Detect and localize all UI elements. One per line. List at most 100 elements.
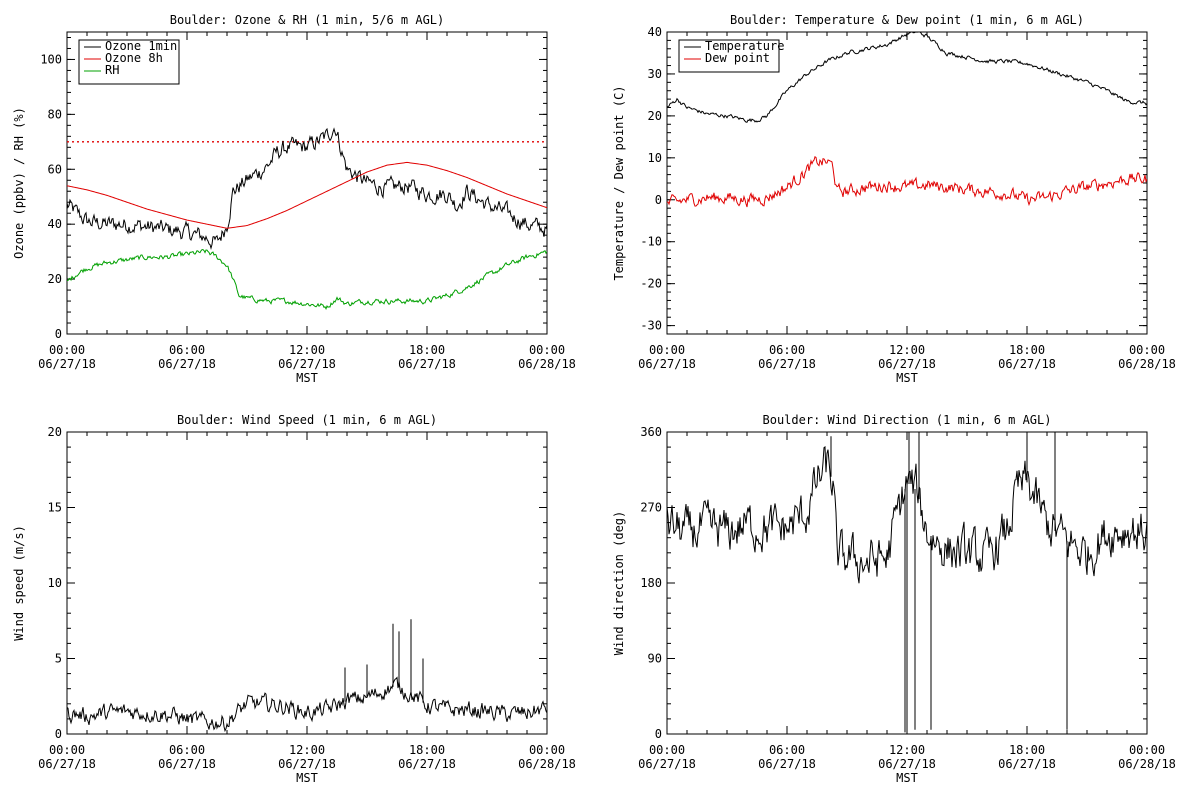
plot-area <box>667 432 1147 734</box>
y-axis-label: Temperature / Dew point (C) <box>612 85 626 280</box>
y-tick-label: 10 <box>48 576 62 590</box>
x-tick-label: 18:00 <box>1009 343 1045 357</box>
x-tick-date-label: 06/27/18 <box>998 357 1056 371</box>
chart-title: Boulder: Temperature & Dew point (1 min,… <box>730 13 1084 27</box>
y-tick-label: 0 <box>55 727 62 741</box>
x-tick-date-label: 06/27/18 <box>398 357 456 371</box>
legend-box <box>678 39 780 73</box>
legend-label: RH <box>105 63 119 77</box>
x-axis: 00:0006/27/1806:0006/27/1812:0006/27/181… <box>638 32 1176 385</box>
x-tick-date-label: 06/27/18 <box>38 357 96 371</box>
legend-label: Ozone 8h <box>105 51 163 65</box>
x-tick-date-label: 06/27/18 <box>158 357 216 371</box>
x-tick-date-label: 06/28/18 <box>1118 357 1176 371</box>
x-tick-date-label: 06/27/18 <box>758 757 816 771</box>
series-line-wind_speed <box>67 676 547 733</box>
x-tick-label: 18:00 <box>409 743 445 757</box>
series-line-temperature <box>667 32 1147 123</box>
chart-title: Boulder: Ozone & RH (1 min, 5/6 m AGL) <box>170 13 445 27</box>
x-tick-label: 00:00 <box>49 743 85 757</box>
x-tick-date-label: 06/27/18 <box>758 357 816 371</box>
x-tick-date-label: 06/27/18 <box>38 757 96 771</box>
x-tick-label: 18:00 <box>1009 743 1045 757</box>
x-tick-label: 00:00 <box>529 343 565 357</box>
x-axis: 00:0006/27/1806:0006/27/1812:0006/27/181… <box>638 432 1176 785</box>
y-tick-label: 180 <box>640 576 662 590</box>
x-tick-date-label: 06/28/18 <box>518 357 576 371</box>
plot-frame <box>66 431 548 735</box>
x-axis: 00:0006/27/1806:0006/27/1812:0006/27/181… <box>38 432 576 785</box>
y-tick-label: 100 <box>40 52 62 66</box>
y-tick-label: 30 <box>648 67 662 81</box>
y-tick-label: 10 <box>648 151 662 165</box>
y-tick-label: 0 <box>655 727 662 741</box>
x-axis-label: MST <box>896 771 918 785</box>
x-tick-label: 06:00 <box>769 743 805 757</box>
x-tick-date-label: 06/27/18 <box>878 757 936 771</box>
x-tick-label: 06:00 <box>769 343 805 357</box>
x-tick-label: 06:00 <box>169 743 205 757</box>
legend-label: Ozone 1min <box>105 39 177 53</box>
chart-panel-temp_dew: Boulder: Temperature & Dew point (1 min,… <box>612 13 1176 385</box>
x-tick-label: 06:00 <box>169 343 205 357</box>
series-line-ozone-1min <box>67 127 547 250</box>
x-tick-label: 12:00 <box>289 343 325 357</box>
x-tick-label: 12:00 <box>289 743 325 757</box>
x-tick-label: 12:00 <box>889 743 925 757</box>
x-tick-date-label: 06/27/18 <box>638 757 696 771</box>
x-tick-label: 00:00 <box>529 743 565 757</box>
y-tick-label: 20 <box>48 272 62 286</box>
legend-label: Temperature <box>705 39 784 53</box>
chart-title: Boulder: Wind Speed (1 min, 6 m AGL) <box>177 413 437 427</box>
x-tick-label: 00:00 <box>1129 343 1165 357</box>
y-tick-label: 270 <box>640 501 662 515</box>
chart-title: Boulder: Wind Direction (1 min, 6 m AGL) <box>763 413 1052 427</box>
chart-panel-ozone_rh: Boulder: Ozone & RH (1 min, 5/6 m AGL) 0 2… <box>12 13 576 385</box>
x-tick-label: 00:00 <box>649 343 685 357</box>
y-tick-label: 20 <box>48 425 62 439</box>
x-tick-label: 12:00 <box>889 343 925 357</box>
y-tick-label: 60 <box>48 162 62 176</box>
y-tick-label: 90 <box>648 652 662 666</box>
y-axis-label: Ozone (ppbv) / RH (%) <box>12 107 26 259</box>
x-tick-date-label: 06/27/18 <box>158 757 216 771</box>
x-tick-date-label: 06/27/18 <box>278 757 336 771</box>
plot-area <box>667 32 1147 208</box>
y-tick-label: 80 <box>48 107 62 121</box>
chart-panel-wind_speed: Boulder: Wind Speed (1 min, 6 m AGL) 0 5 10… <box>12 413 576 785</box>
x-tick-date-label: 06/27/18 <box>398 757 456 771</box>
y-tick-label: 360 <box>640 425 662 439</box>
y-tick-label: -10 <box>640 235 662 249</box>
plot-area <box>67 127 547 311</box>
x-axis-label: MST <box>296 371 318 385</box>
series-line-dew-point <box>667 155 1147 208</box>
series-line-rh <box>67 249 547 311</box>
x-tick-date-label: 06/27/18 <box>878 357 936 371</box>
x-axis-label: MST <box>896 371 918 385</box>
x-tick-date-label: 06/28/18 <box>518 757 576 771</box>
x-tick-date-label: 06/28/18 <box>1118 757 1176 771</box>
y-tick-label: -30 <box>640 319 662 333</box>
y-axis: 0 5 10 15 20 Wind speed (m/s) <box>12 425 547 741</box>
chart-panel-wind_dir: Boulder: Wind Direction (1 min, 6 m AGL)… <box>612 413 1176 785</box>
x-axis-label: MST <box>296 771 318 785</box>
y-tick-label: -20 <box>640 277 662 291</box>
x-axis: 00:0006/27/1806:0006/27/1812:0006/27/181… <box>38 32 576 385</box>
y-tick-label: 5 <box>55 652 62 666</box>
series-line-ozone-8h <box>67 161 547 229</box>
y-tick-label: 0 <box>655 193 662 207</box>
x-tick-date-label: 06/27/18 <box>278 357 336 371</box>
y-axis-label: Wind speed (m/s) <box>12 525 26 641</box>
y-axis: 0 90 180 270 360 Wind direction (deg) <box>612 425 1147 741</box>
x-tick-date-label: 06/27/18 <box>998 757 1056 771</box>
x-tick-label: 00:00 <box>649 743 685 757</box>
y-tick-label: 40 <box>48 217 62 231</box>
y-axis: -30 -20 -10 0 10 20 30 40 Temperature / Dew poin… <box>612 25 1147 333</box>
x-tick-label: 18:00 <box>409 343 445 357</box>
y-tick-label: 40 <box>648 25 662 39</box>
plot-frame <box>666 31 1148 335</box>
x-tick-label: 00:00 <box>49 343 85 357</box>
